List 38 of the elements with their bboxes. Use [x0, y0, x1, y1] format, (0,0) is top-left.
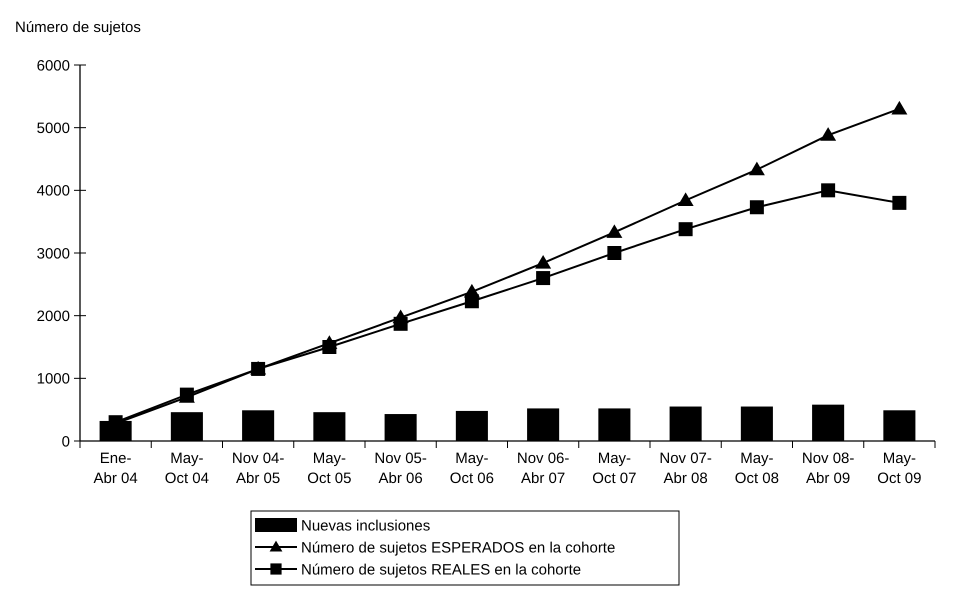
- y-tick-label: 4000: [36, 182, 70, 200]
- point: [322, 340, 336, 354]
- y-tick-label: 2000: [36, 308, 70, 325]
- point: [750, 200, 764, 214]
- point: [748, 162, 765, 176]
- y-tick-label: 0: [62, 433, 70, 450]
- x-tick-label: May- Oct 07: [592, 450, 636, 487]
- point: [464, 294, 479, 308]
- legend-label: Número de sujetos ESPERADOS en la cohorte: [301, 539, 616, 556]
- point: [892, 196, 906, 210]
- x-tick-label: May- Oct 04: [164, 450, 209, 487]
- x-tick-label: Ene- Abr 04: [94, 450, 138, 487]
- x-tick-label: May- Oct 08: [734, 450, 779, 487]
- point: [821, 183, 836, 198]
- x-tick-label: May- Oct 06: [450, 450, 494, 487]
- x-tick-label: Nov 07- Abr 08: [659, 450, 712, 487]
- x-tick-label: Nov 08- Abr 09: [802, 450, 854, 487]
- point: [820, 127, 836, 141]
- point: [678, 192, 694, 206]
- point: [678, 222, 693, 236]
- point: [535, 255, 552, 269]
- x-tick-label: May- Oct 09: [877, 450, 922, 487]
- y-tick-label: 6000: [36, 57, 70, 74]
- y-tick-label: 5000: [36, 120, 70, 137]
- point: [606, 224, 622, 238]
- x-tick-label: Nov 06- Abr 07: [516, 450, 570, 487]
- legend-label: Nuevas inclusiones: [301, 517, 430, 534]
- legend-label: Número de sujetos REALES en la cohorte: [301, 561, 582, 578]
- y-tick-label: 3000: [36, 245, 70, 262]
- y-axis-title: Número de sujetos: [15, 19, 141, 36]
- x-tick-label: Nov 05- Abr 06: [374, 450, 427, 487]
- x-tick-label: Nov 04- Abr 05: [232, 450, 284, 487]
- point: [394, 316, 408, 331]
- point: [891, 100, 908, 114]
- y-tick-label: 1000: [36, 370, 70, 388]
- point: [536, 271, 550, 286]
- x-tick-label: May- Oct 05: [307, 450, 352, 487]
- point: [607, 246, 622, 260]
